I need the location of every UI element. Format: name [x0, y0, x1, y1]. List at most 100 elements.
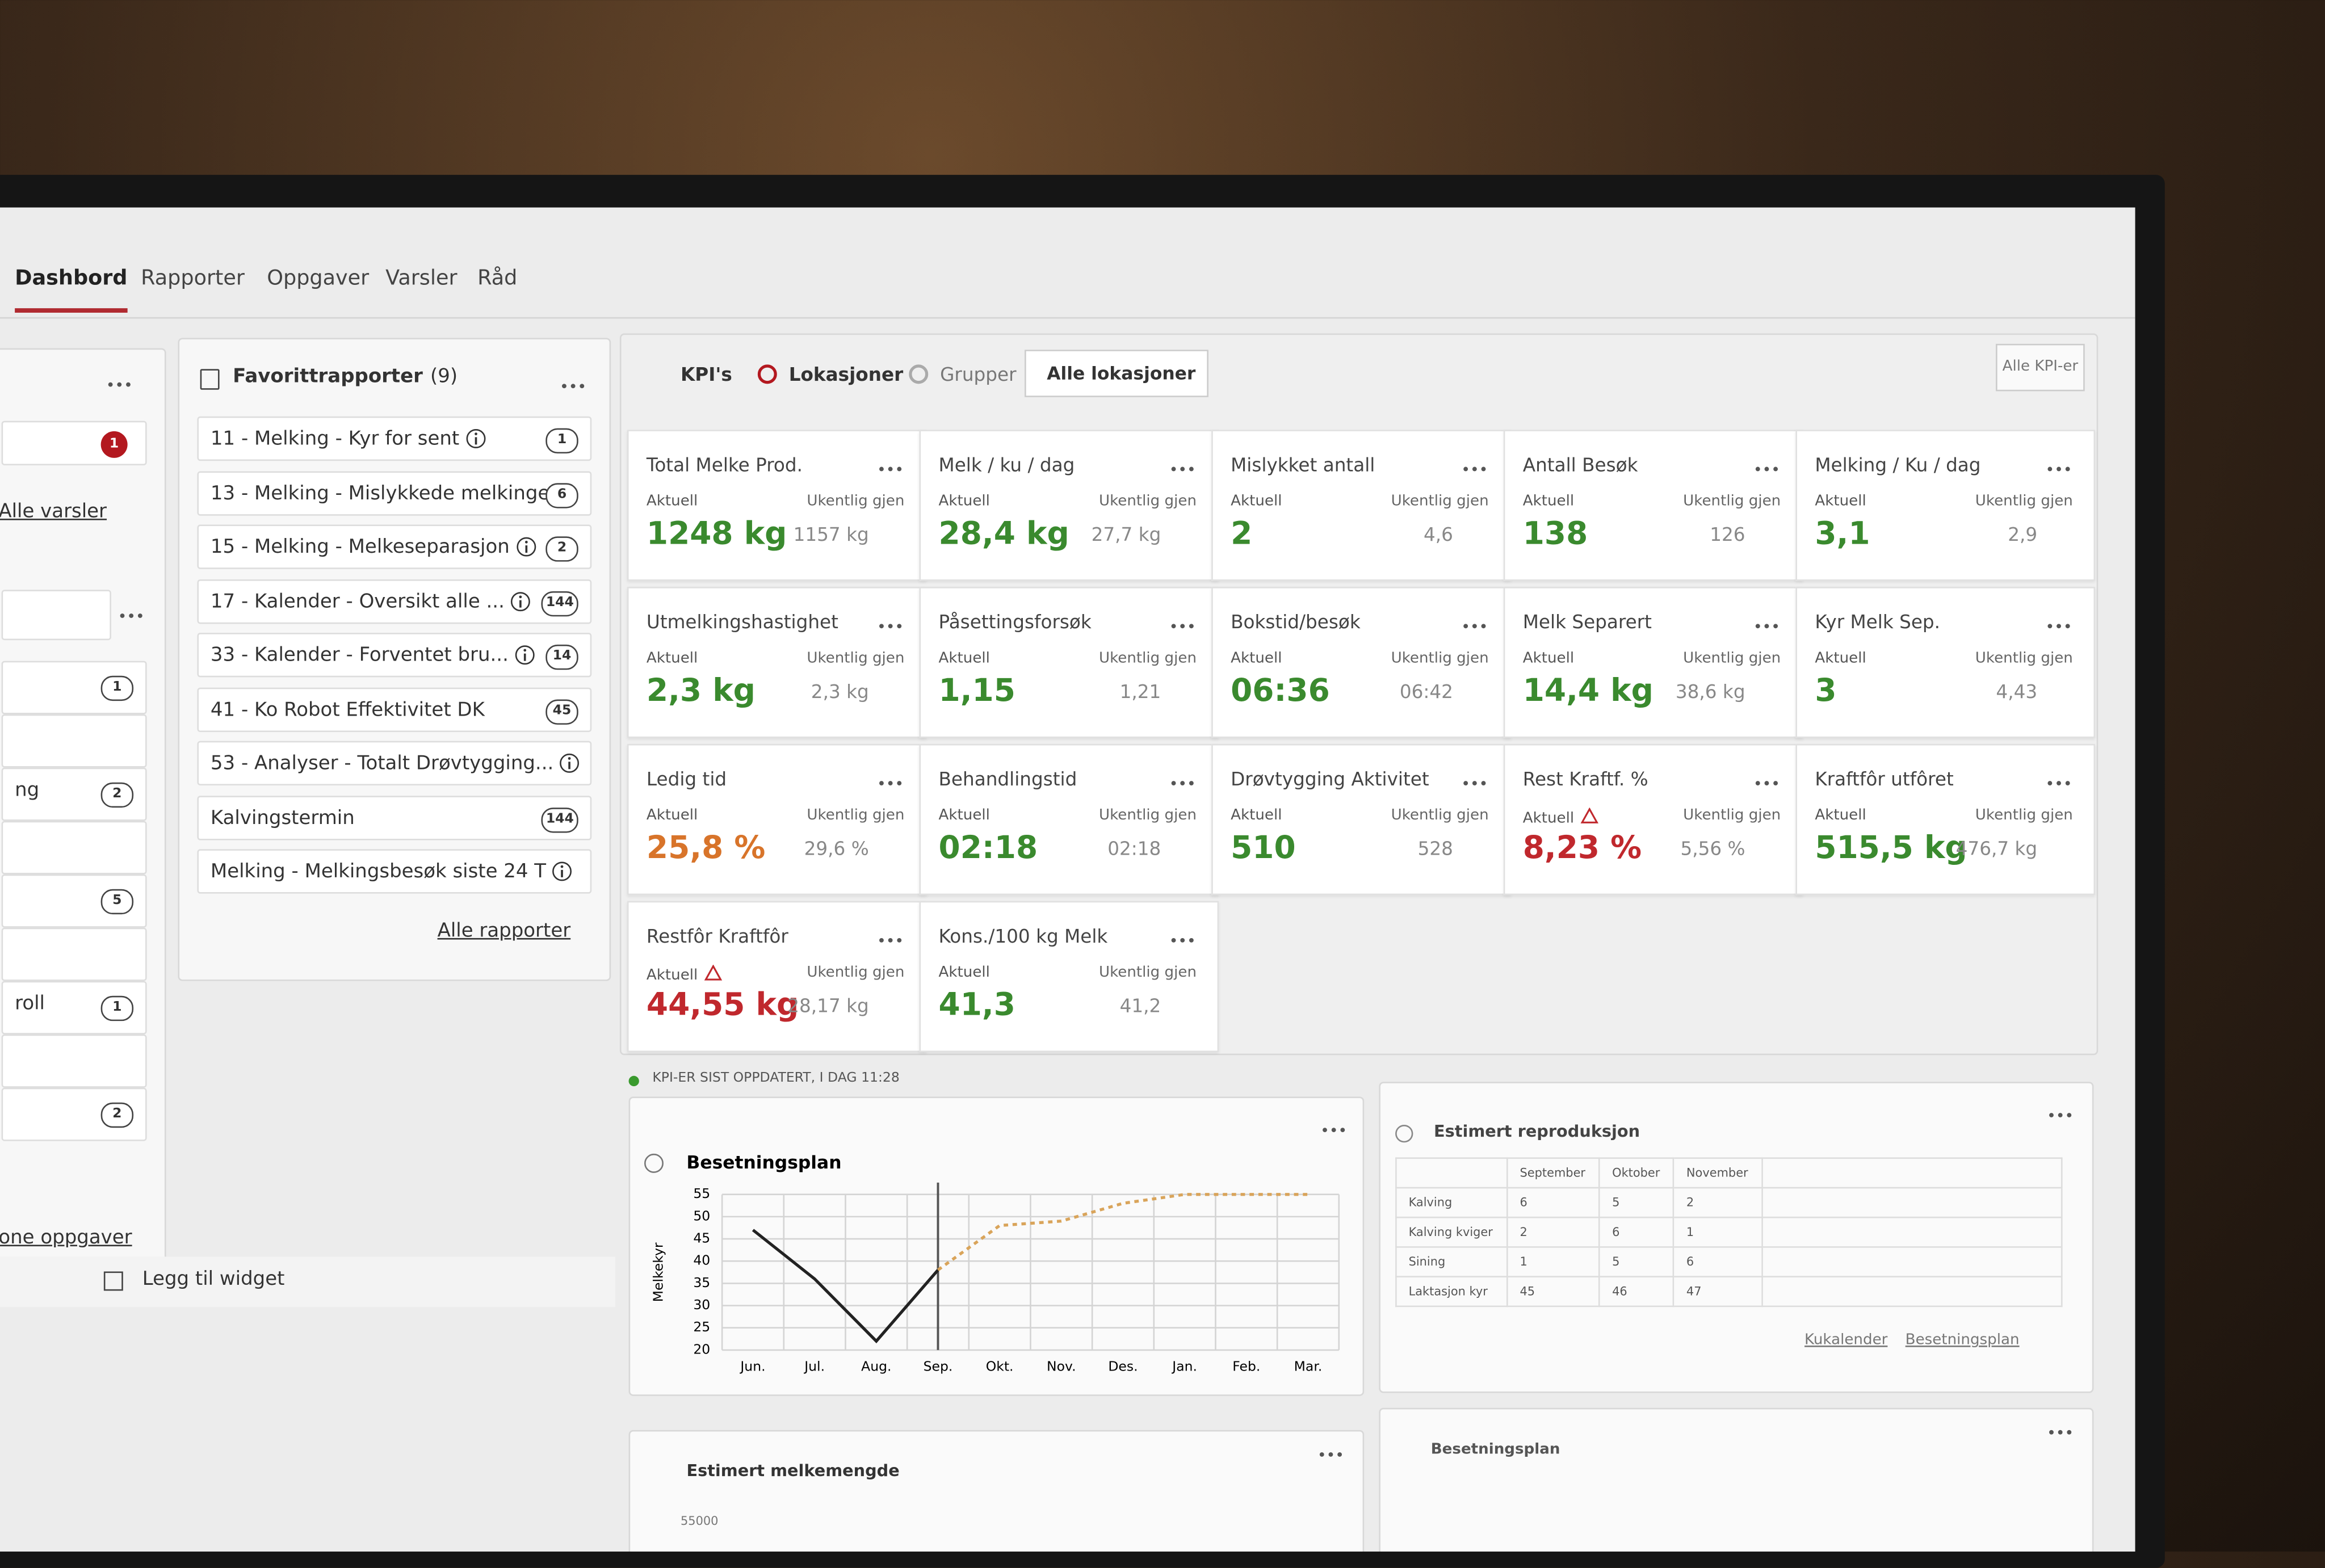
- current-value: 02:18: [938, 830, 1038, 865]
- kpi-header: KPI's Lokasjoner Grupper Alle lokasjoner All…: [622, 335, 2097, 409]
- favorite-row[interactable]: 53 - Analyser - Totalt Drøvtygging...: [197, 741, 592, 785]
- menu-dots[interactable]: [1323, 1128, 1345, 1133]
- menu-dots[interactable]: [879, 466, 902, 472]
- x-tick-label: Feb.: [1232, 1358, 1260, 1374]
- menu-dots[interactable]: [1171, 781, 1194, 785]
- nav-tab[interactable]: Råd: [477, 267, 518, 291]
- kpi-card[interactable]: Total Melke Prod. Aktuell Ukentlig gjen 124…: [627, 430, 927, 581]
- line-series: [937, 1193, 1308, 1272]
- current-label-text: Aktuell: [1815, 808, 1866, 824]
- menu-dots[interactable]: [2047, 624, 2070, 629]
- kpi-card[interactable]: Behandlingstid Aktuell Ukentlig gjen 02:18 0…: [919, 743, 1219, 896]
- tasks-link[interactable]: one oppgaver: [0, 1227, 132, 1250]
- kpi-card[interactable]: Melk Separert Aktuell Ukentlig gjen 14,4 kg…: [1503, 587, 1803, 738]
- kpi-card[interactable]: Restfôr Kraftfôr Aktuell Ukentlig gjen 44,5…: [627, 901, 927, 1053]
- reproduction-link[interactable]: Kukalender: [1804, 1332, 1888, 1349]
- dot: [897, 781, 902, 785]
- kpi-card[interactable]: Kyr Melk Sep. Aktuell Ukentlig gjen 3 4,43: [1795, 587, 2096, 738]
- kpi-card[interactable]: Kraftfôr utfôret Aktuell Ukentlig gjen 515,…: [1795, 743, 2096, 896]
- kpi-card[interactable]: Melk / ku / dag Aktuell Ukentlig gjen 28,4 …: [919, 430, 1219, 581]
- info-icon[interactable]: [552, 861, 573, 882]
- dropdown[interactable]: [1, 590, 111, 641]
- left-row[interactable]: ng 2: [1, 767, 147, 821]
- favorite-row[interactable]: Melking - Melkingsbesøk siste 24 T: [197, 849, 592, 894]
- all-kpis-button[interactable]: Alle KPI-er: [1996, 343, 2085, 392]
- menu-dots[interactable]: [879, 624, 902, 629]
- add-widget-button[interactable]: Legg til widget: [142, 1268, 285, 1291]
- dot: [1764, 624, 1769, 629]
- reproduction-link[interactable]: Besetningsplan: [1905, 1332, 2020, 1349]
- menu-dots[interactable]: [2047, 466, 2070, 472]
- info-icon[interactable]: [560, 753, 581, 774]
- all-reports-link[interactable]: Alle rapporter: [437, 920, 571, 943]
- menu-dots[interactable]: [562, 384, 585, 389]
- favorite-row[interactable]: Kalvingstermin 144: [197, 794, 592, 840]
- table-cell: 6: [1673, 1246, 1763, 1277]
- current-label: Aktuell: [1523, 494, 1574, 510]
- info-icon[interactable]: [465, 428, 486, 449]
- kpi-card[interactable]: Bokstid/besøk Aktuell Ukentlig gjen 06:36 06…: [1211, 587, 1511, 738]
- favorite-row[interactable]: 41 - Ko Robot Effektivitet DK 45: [197, 687, 592, 732]
- menu-dots[interactable]: [1755, 781, 1778, 785]
- menu-dots[interactable]: [1463, 466, 1486, 472]
- menu-dots[interactable]: [1755, 466, 1778, 472]
- kpi-card[interactable]: Utmelkingshastighet Aktuell Ukentlig gjen 2…: [627, 587, 927, 738]
- location-dropdown[interactable]: Alle lokasjoner: [1025, 350, 1208, 397]
- nav-tab[interactable]: Rapporter: [141, 267, 245, 291]
- menu-dots[interactable]: [2047, 781, 2070, 785]
- menu-dots[interactable]: [1171, 938, 1194, 943]
- left-row[interactable]: roll 1: [1, 981, 147, 1035]
- favorite-row[interactable]: 15 - Melking - Melkeseparasjon 2: [197, 524, 592, 569]
- kpi-card[interactable]: Påsettingsforsøk Aktuell Ukentlig gjen 1,15…: [919, 587, 1219, 738]
- radio[interactable]: [757, 364, 777, 384]
- menu-dots[interactable]: [1319, 1452, 1342, 1457]
- nav-tab[interactable]: Dashbord: [15, 267, 128, 313]
- menu-dots[interactable]: [879, 938, 902, 943]
- current-label: Aktuell: [647, 650, 698, 667]
- plan-title: Besetningsplan: [1430, 1441, 1560, 1458]
- favorite-row[interactable]: 13 - Melking - Mislykkede melkinger 6: [197, 470, 592, 515]
- left-row[interactable]: 5: [1, 874, 147, 928]
- left-row[interactable]: 2: [1, 1087, 147, 1141]
- info-icon[interactable]: [510, 591, 531, 612]
- menu-dots[interactable]: [1755, 624, 1778, 629]
- left-row[interactable]: 1: [1, 661, 147, 714]
- current-label: Aktuell: [647, 964, 722, 984]
- radio[interactable]: [909, 364, 929, 384]
- menu-dots[interactable]: [1463, 624, 1486, 629]
- kpi-card[interactable]: Melking / Ku / dag Aktuell Ukentlig gjen 3,…: [1795, 430, 2096, 581]
- kpi-card[interactable]: Drøvtygging Aktivitet Aktuell Ukentlig gje…: [1211, 743, 1511, 896]
- favorite-row[interactable]: 17 - Kalender - Oversikt alle ... 144: [197, 578, 592, 624]
- kpi-card[interactable]: Kons./100 kg Melk Aktuell Ukentlig gjen 41,…: [919, 901, 1219, 1053]
- count-badge: 14: [545, 644, 578, 670]
- kpi-card[interactable]: Ledig tid Aktuell Ukentlig gjen 25,8 % 29,6 …: [627, 743, 927, 896]
- dot: [1331, 1128, 1336, 1133]
- menu-dots[interactable]: [2049, 1430, 2072, 1435]
- menu-dots[interactable]: [1171, 624, 1194, 629]
- menu-dots[interactable]: [879, 781, 902, 785]
- favorite-row[interactable]: 33 - Kalender - Forventet bru... 14: [197, 633, 592, 678]
- info-icon[interactable]: [515, 536, 536, 557]
- column-header: Oktober: [1598, 1157, 1675, 1189]
- kpi-card[interactable]: Mislykket antall Aktuell Ukentlig gjen 2 4,6: [1211, 430, 1511, 581]
- nav-tab[interactable]: Varsler: [385, 267, 458, 291]
- kpi-card[interactable]: Antall Besøk Aktuell Ukentlig gjen 138 126: [1503, 430, 1803, 581]
- kpi-card[interactable]: Rest Kraftf. % Aktuell Ukentlig gjen 8,23 %…: [1503, 743, 1803, 896]
- menu-dots[interactable]: [1171, 466, 1194, 472]
- menu-dots[interactable]: [108, 382, 131, 387]
- dot: [1171, 624, 1176, 629]
- milk-widget: Estimert melkemengde 55000: [628, 1430, 1365, 1552]
- weekly-label: Ukentlig gjen: [1975, 650, 2073, 667]
- radio-label[interactable]: Grupper: [940, 363, 1017, 385]
- radio-label[interactable]: Lokasjoner: [788, 363, 904, 385]
- current-label-text: Aktuell: [938, 808, 990, 824]
- row-label: Laktasjon kyr: [1395, 1276, 1508, 1308]
- favorite-row[interactable]: 11 - Melking - Kyr for sent 1: [197, 416, 592, 461]
- alerts-link[interactable]: Alle varsler: [0, 501, 107, 523]
- info-icon[interactable]: [514, 645, 535, 666]
- menu-dots[interactable]: [2049, 1113, 2072, 1117]
- menu-dots[interactable]: [1463, 781, 1486, 785]
- menu-dots[interactable]: [120, 613, 142, 618]
- nav-tab[interactable]: Oppgaver: [267, 267, 370, 291]
- weekly-label: Ukentlig gjen: [1683, 808, 1781, 824]
